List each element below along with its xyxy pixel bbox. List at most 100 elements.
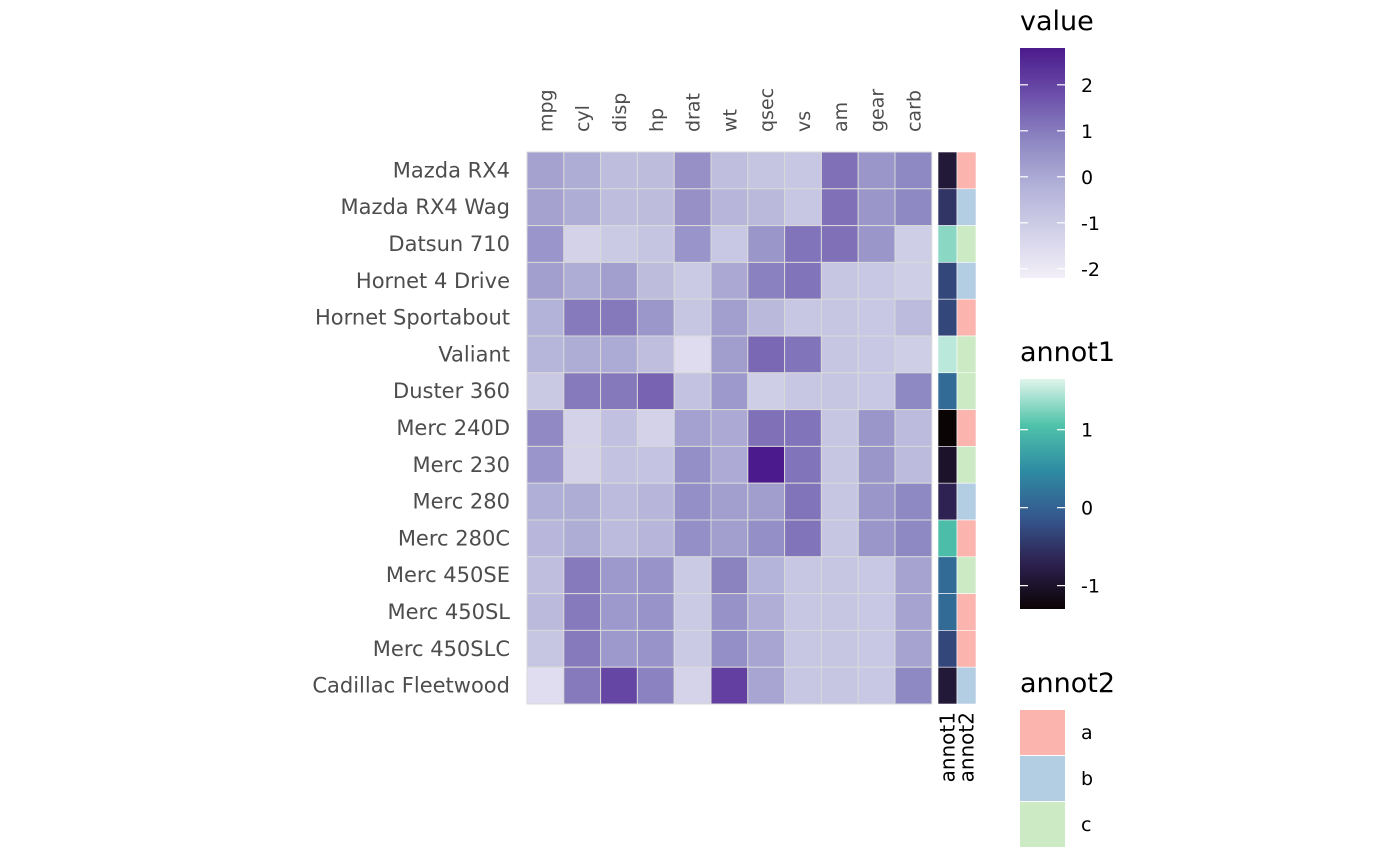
- cell-duster-360-am: [820, 372, 859, 411]
- cell-merc-240d-carb: [894, 409, 933, 447]
- annot2-cell-datsun-710: [956, 225, 977, 263]
- cell-hornet-sportabout-gear: [857, 298, 896, 337]
- cell-merc-240d-disp: [600, 409, 638, 447]
- cell-merc-230-gear: [857, 445, 896, 484]
- cell-merc-240d-drat: [673, 409, 712, 447]
- cell-merc-230-drat: [673, 445, 712, 484]
- row-label-merc-280: Merc 280: [412, 490, 510, 514]
- annot2-cell-merc-450se: [956, 556, 977, 594]
- cell-merc-240d-hp: [636, 409, 675, 447]
- cell-merc-280-cyl: [563, 482, 602, 521]
- cell-merc-230-mpg: [526, 445, 565, 484]
- cell-hornet-sportabout-vs: [784, 298, 822, 337]
- column-label-cyl: cyl: [572, 105, 594, 132]
- cell-merc-280c-carb: [894, 519, 933, 558]
- cell-mazda-rx4-wag-am: [820, 188, 859, 227]
- column-label-drat: drat: [683, 93, 705, 132]
- annot2-legend-key-a: [1020, 710, 1065, 755]
- cell-merc-450se-qsec: [747, 556, 786, 595]
- cell-duster-360-wt: [710, 372, 749, 411]
- cell-mazda-rx4-wag-wt: [710, 188, 749, 227]
- cell-merc-280c-cyl: [563, 519, 602, 558]
- cell-duster-360-qsec: [747, 372, 786, 411]
- cell-merc-450slc-gear: [857, 629, 896, 668]
- cell-merc-450sl-gear: [857, 593, 896, 631]
- cell-mazda-rx4-mpg: [526, 151, 565, 190]
- annot1-cell-merc-450sl: [937, 593, 958, 631]
- cell-merc-280-vs: [784, 482, 822, 521]
- value-legend-tick-label: -1: [1081, 213, 1100, 235]
- cell-merc-450se-am: [820, 556, 859, 595]
- cell-merc-280-am: [820, 482, 859, 521]
- annot1-cell-mazda-rx4-wag: [937, 188, 958, 226]
- annot2-cell-valiant: [956, 335, 977, 374]
- column-label-disp: disp: [609, 93, 631, 132]
- cell-datsun-710-mpg: [526, 225, 565, 263]
- row-label-datsun-710: Datsun 710: [388, 232, 510, 256]
- annot2-cell-merc-280: [956, 482, 977, 521]
- annot1-cell-valiant: [937, 335, 958, 374]
- cell-datsun-710-disp: [600, 225, 638, 263]
- cell-merc-450sl-qsec: [747, 593, 786, 631]
- cell-merc-450sl-am: [820, 593, 859, 631]
- cell-merc-450se-vs: [784, 556, 822, 595]
- cell-cadillac-fleetwood-hp: [636, 666, 675, 705]
- cell-hornet-4-drive-cyl: [563, 261, 602, 300]
- cell-mazda-rx4-wag-disp: [600, 188, 638, 227]
- cell-datsun-710-hp: [636, 225, 675, 263]
- row-label-merc-230: Merc 230: [412, 453, 510, 477]
- cell-merc-240d-qsec: [747, 409, 786, 447]
- annot2-legend-label-c: c: [1081, 814, 1091, 836]
- row-label-merc-450sl: Merc 450SL: [387, 600, 510, 624]
- cell-hornet-sportabout-mpg: [526, 298, 565, 337]
- annot1-cell-merc-450se: [937, 556, 958, 594]
- annot1-cell-merc-450slc: [937, 630, 958, 668]
- cell-duster-360-vs: [784, 372, 822, 411]
- cell-duster-360-carb: [894, 372, 933, 411]
- cell-mazda-rx4-cyl: [563, 151, 602, 190]
- cell-merc-240d-cyl: [563, 409, 602, 447]
- cell-mazda-rx4-wag-gear: [857, 188, 896, 227]
- annot1-legend-tick-label: 0: [1081, 498, 1093, 520]
- cell-merc-280c-disp: [600, 519, 638, 558]
- cell-merc-280-hp: [636, 482, 675, 521]
- cell-merc-450se-gear: [857, 556, 896, 595]
- column-labels: mpg cyl disp hp drat wt qsec vs am gear carb: [535, 88, 925, 132]
- value-legend-tick-label: 1: [1081, 121, 1093, 143]
- cell-datsun-710-wt: [710, 225, 749, 263]
- cell-valiant-wt: [710, 335, 749, 374]
- cell-merc-450se-drat: [673, 556, 712, 595]
- cell-merc-280-wt: [710, 482, 749, 521]
- column-label-qsec: qsec: [756, 88, 778, 132]
- cell-merc-240d-vs: [784, 409, 822, 447]
- legends: value 2 1 0 -1 -2 annot1 1 0 -1 annot2 a b c: [1020, 6, 1115, 847]
- cell-merc-280-drat: [673, 482, 712, 521]
- cell-merc-280c-hp: [636, 519, 675, 558]
- cell-merc-230-vs: [784, 445, 822, 484]
- cell-valiant-drat: [673, 335, 712, 374]
- cell-mazda-rx4-wag-qsec: [747, 188, 786, 227]
- cell-valiant-am: [820, 335, 859, 374]
- cell-merc-230-hp: [636, 445, 675, 484]
- cell-mazda-rx4-carb: [894, 151, 933, 190]
- cell-merc-230-am: [820, 445, 859, 484]
- cell-merc-450slc-wt: [710, 629, 749, 668]
- cell-merc-240d-wt: [710, 409, 749, 447]
- cell-merc-280-carb: [894, 482, 933, 521]
- cell-mazda-rx4-vs: [784, 151, 822, 190]
- cell-hornet-sportabout-am: [820, 298, 859, 337]
- annot2-cell-merc-280c: [956, 519, 977, 558]
- row-label-mazda-rx4: Mazda RX4: [393, 158, 510, 182]
- column-label-vs: vs: [793, 111, 815, 132]
- cell-hornet-4-drive-carb: [894, 261, 933, 300]
- cell-hornet-sportabout-drat: [673, 298, 712, 337]
- row-label-merc-450slc: Merc 450SLC: [373, 637, 510, 661]
- cell-merc-230-wt: [710, 445, 749, 484]
- cell-cadillac-fleetwood-mpg: [526, 666, 565, 705]
- cell-hornet-4-drive-qsec: [747, 261, 786, 300]
- cell-cadillac-fleetwood-gear: [857, 666, 896, 705]
- cell-merc-450slc-cyl: [563, 629, 602, 668]
- cell-mazda-rx4-wag-mpg: [526, 188, 565, 227]
- heatmap-cells: [526, 151, 933, 705]
